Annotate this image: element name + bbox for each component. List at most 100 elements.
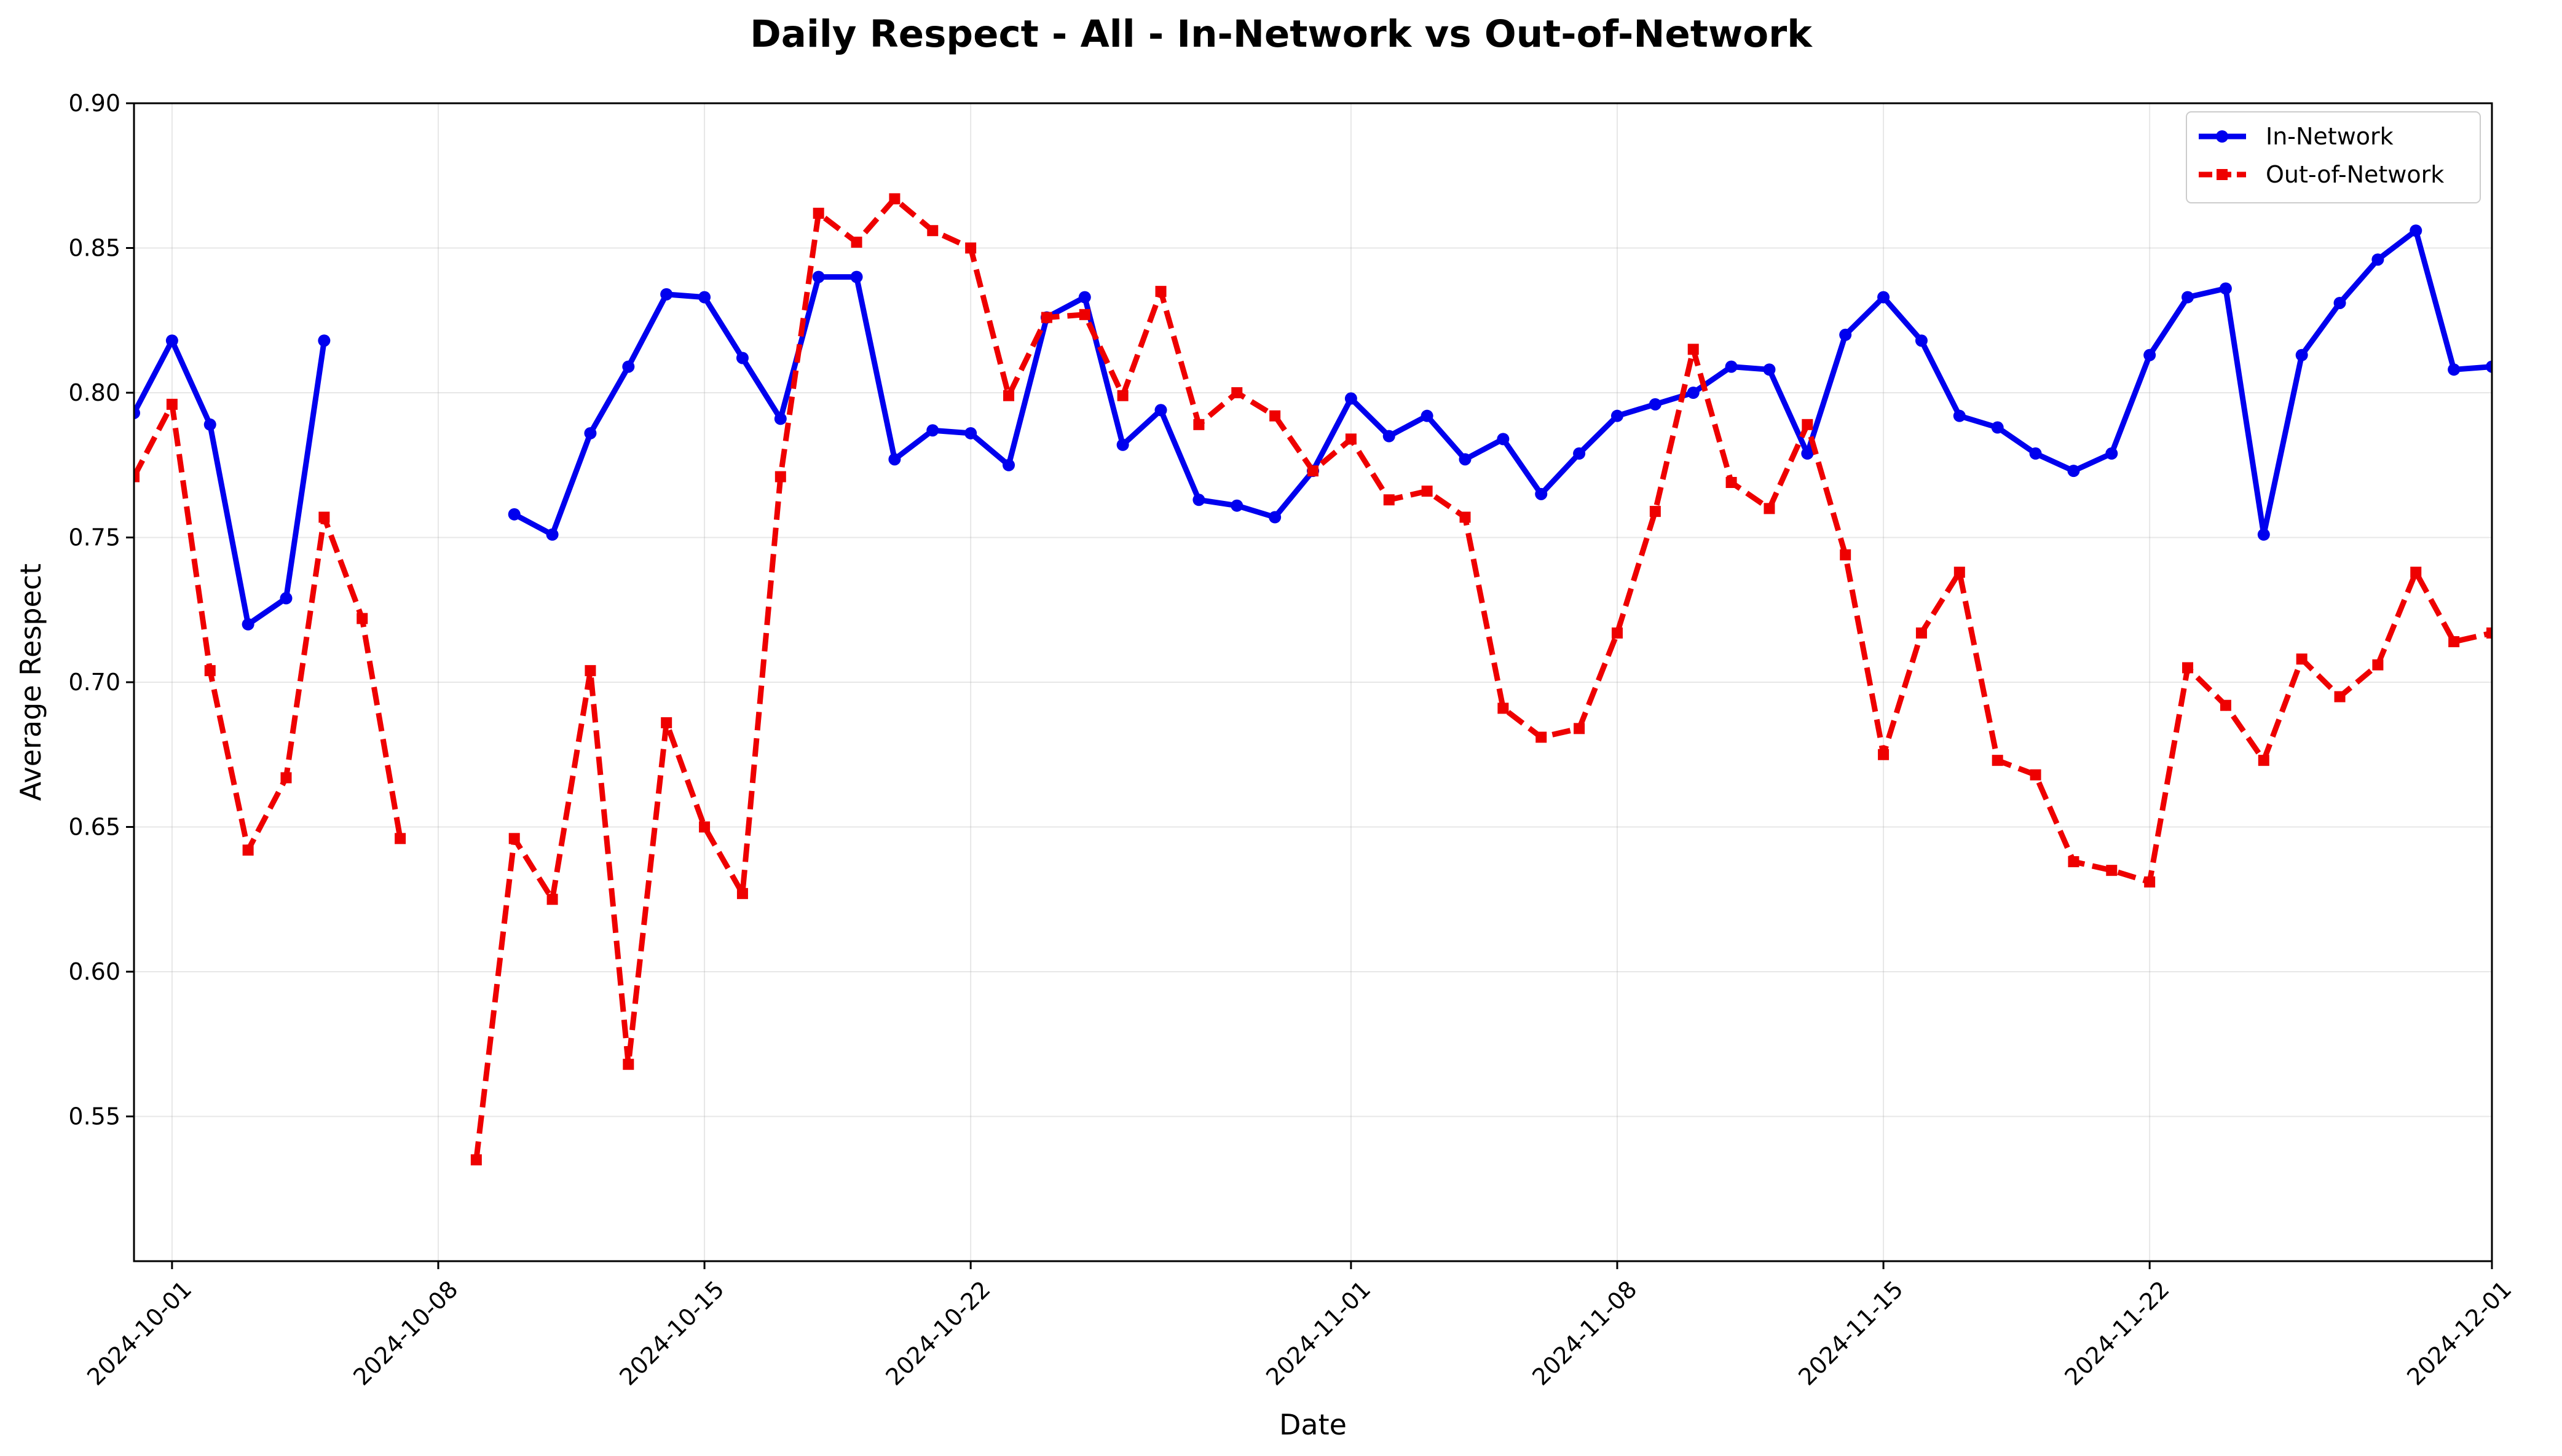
data-point	[1953, 409, 1966, 422]
series-layer	[134, 193, 2492, 1166]
data-point	[134, 406, 140, 419]
data-point	[1611, 627, 1623, 639]
data-point	[1992, 755, 2003, 766]
data-point	[813, 207, 824, 219]
data-point	[2448, 363, 2461, 376]
data-point	[2220, 699, 2231, 711]
data-point	[1610, 409, 1623, 422]
data-point	[2410, 567, 2422, 578]
data-point	[318, 511, 330, 523]
data-point	[2372, 659, 2384, 671]
data-point	[2105, 447, 2118, 460]
series-out-of-network	[134, 193, 2492, 1166]
legend-label: Out-of-Network	[2266, 161, 2444, 188]
data-point	[889, 193, 901, 205]
data-point	[508, 833, 520, 844]
data-point	[2371, 253, 2384, 266]
data-point	[318, 334, 331, 347]
data-point	[1877, 291, 1890, 304]
data-point	[1269, 410, 1281, 422]
data-point	[1421, 409, 1433, 422]
data-point	[1535, 487, 1548, 500]
y-tick-label: 0.80	[68, 379, 120, 406]
data-point	[1421, 486, 1433, 497]
data-point	[1725, 477, 1737, 489]
data-point	[1574, 723, 1585, 734]
data-point	[508, 508, 521, 521]
data-point	[812, 270, 825, 283]
data-point	[1840, 549, 1851, 561]
data-point	[2333, 296, 2346, 309]
data-point	[280, 772, 292, 784]
data-point	[2182, 291, 2194, 304]
data-point	[623, 1058, 634, 1070]
data-point	[1117, 390, 1129, 401]
data-point	[1192, 494, 1205, 506]
data-point	[1344, 392, 1357, 405]
data-point	[1154, 404, 1167, 417]
data-point	[2296, 653, 2308, 665]
data-point	[1497, 433, 1510, 446]
data-point	[546, 894, 558, 905]
data-point	[1078, 291, 1091, 304]
data-point	[166, 398, 178, 410]
legend-swatch-marker	[2217, 169, 2228, 180]
data-point	[1878, 749, 1890, 760]
x-axis-label: Date	[1279, 1408, 1347, 1441]
data-point	[2295, 348, 2308, 361]
data-point	[1231, 387, 1243, 398]
data-point	[1459, 453, 1472, 466]
data-point	[1687, 344, 1699, 355]
data-point	[1003, 390, 1015, 401]
data-point	[242, 844, 254, 856]
y-tick-label: 0.65	[68, 814, 120, 841]
data-point	[1953, 567, 1965, 578]
data-point	[1991, 421, 2004, 434]
y-axis-label: Average Respect	[14, 564, 47, 801]
data-point	[927, 225, 939, 237]
data-point	[1307, 465, 1318, 477]
data-point	[280, 592, 293, 605]
y-tick-label: 0.85	[68, 235, 120, 262]
data-point	[395, 833, 406, 844]
data-point	[242, 618, 254, 631]
data-point	[2143, 348, 2156, 361]
data-point	[1839, 328, 1852, 341]
data-point	[204, 665, 216, 677]
data-point	[1003, 458, 1015, 471]
data-point	[965, 242, 977, 254]
data-point	[2257, 528, 2270, 541]
data-point	[926, 424, 939, 437]
y-tick-label: 0.55	[68, 1103, 120, 1130]
data-point	[736, 352, 749, 364]
data-point	[357, 613, 368, 624]
data-point	[1382, 430, 1395, 443]
data-point	[1459, 511, 1471, 523]
data-point	[1155, 286, 1167, 297]
data-point	[774, 412, 787, 425]
data-point	[661, 717, 672, 728]
data-point	[775, 471, 786, 482]
data-point	[1687, 387, 1700, 399]
data-point	[2486, 360, 2492, 373]
y-tick-label: 0.60	[68, 958, 120, 985]
data-point	[2258, 755, 2269, 766]
data-point	[888, 453, 901, 466]
data-point	[203, 418, 216, 431]
data-point	[1764, 503, 1775, 514]
data-point	[1193, 419, 1205, 430]
data-point	[2410, 224, 2422, 237]
data-point	[134, 471, 140, 482]
data-point	[622, 360, 635, 373]
data-point	[585, 665, 596, 677]
data-point	[1649, 398, 1661, 411]
data-point	[1231, 499, 1244, 512]
data-point	[1915, 334, 1928, 347]
legend-items: In-Network Out-of-Network	[2199, 123, 2444, 188]
data-point	[2067, 465, 2080, 478]
data-point	[699, 821, 711, 833]
data-point	[1041, 312, 1052, 323]
data-point	[1801, 447, 1814, 460]
data-point	[1497, 702, 1509, 714]
data-point	[1725, 360, 1738, 373]
